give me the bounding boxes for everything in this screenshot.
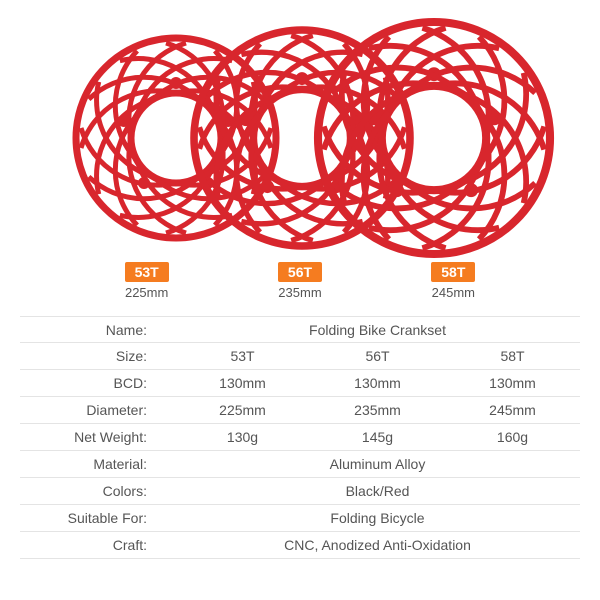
spec-label: Size:	[20, 348, 175, 364]
spec-row: BCD:130mm130mm130mm	[20, 370, 580, 397]
diameter-label: 235mm	[278, 285, 321, 300]
spec-value: Folding Bicycle	[175, 510, 580, 526]
spec-row: Net Weight:130g145g160g	[20, 424, 580, 451]
spec-value: 53T	[175, 348, 310, 364]
spec-values: 130g145g160g	[175, 429, 580, 445]
spec-value: 56T	[310, 348, 445, 364]
spec-row: Size:53T56T58T	[20, 343, 580, 370]
spec-row: Name:Folding Bike Crankset	[20, 316, 580, 343]
spec-row: Craft:CNC, Anodized Anti-Oxidation	[20, 532, 580, 559]
teeth-badge: 58T	[431, 262, 475, 282]
spec-value: Aluminum Alloy	[175, 456, 580, 472]
spec-table: Name:Folding Bike CranksetSize:53T56T58T…	[20, 316, 580, 559]
spec-value: 145g	[310, 429, 445, 445]
spec-value: Black/Red	[175, 483, 580, 499]
spec-value: 225mm	[175, 402, 310, 418]
spec-value: 160g	[445, 429, 580, 445]
teeth-badge: 56T	[278, 262, 322, 282]
size-badge: 56T 235mm	[278, 262, 322, 300]
spec-value: 235mm	[310, 402, 445, 418]
spec-value: 130g	[175, 429, 310, 445]
chainring-illustration	[20, 10, 580, 260]
spec-label: Craft:	[20, 537, 175, 553]
product-spec-card: 53T225mm56T235mm58T245mm Name:Folding Bi…	[0, 0, 600, 600]
spec-value: Folding Bike Crankset	[175, 322, 580, 338]
spec-value: 130mm	[445, 375, 580, 391]
size-badge: 53T 225mm	[125, 262, 169, 300]
diameter-label: 245mm	[432, 285, 475, 300]
spec-label: BCD:	[20, 375, 175, 391]
spec-value: 58T	[445, 348, 580, 364]
spec-values: 53T56T58T	[175, 348, 580, 364]
spec-row: Colors:Black/Red	[20, 478, 580, 505]
spec-value: 130mm	[175, 375, 310, 391]
chainrings-svg	[20, 10, 580, 260]
teeth-badge: 53T	[125, 262, 169, 282]
spec-values: 130mm130mm130mm	[175, 375, 580, 391]
spec-label: Name:	[20, 322, 175, 338]
spec-values: 225mm235mm245mm	[175, 402, 580, 418]
size-badges-row: 53T 225mm 56T 235mm 58T 245mm	[20, 262, 580, 300]
spec-label: Suitable For:	[20, 510, 175, 526]
spec-label: Diameter:	[20, 402, 175, 418]
spec-row: Material:Aluminum Alloy	[20, 451, 580, 478]
size-badge: 58T 245mm	[431, 262, 475, 300]
spec-label: Material:	[20, 456, 175, 472]
spec-label: Colors:	[20, 483, 175, 499]
diameter-label: 225mm	[125, 285, 168, 300]
spec-value: 245mm	[445, 402, 580, 418]
spec-value: CNC, Anodized Anti-Oxidation	[175, 537, 580, 553]
spec-row: Diameter:225mm235mm245mm	[20, 397, 580, 424]
spec-row: Suitable For:Folding Bicycle	[20, 505, 580, 532]
spec-label: Net Weight:	[20, 429, 175, 445]
spec-value: 130mm	[310, 375, 445, 391]
